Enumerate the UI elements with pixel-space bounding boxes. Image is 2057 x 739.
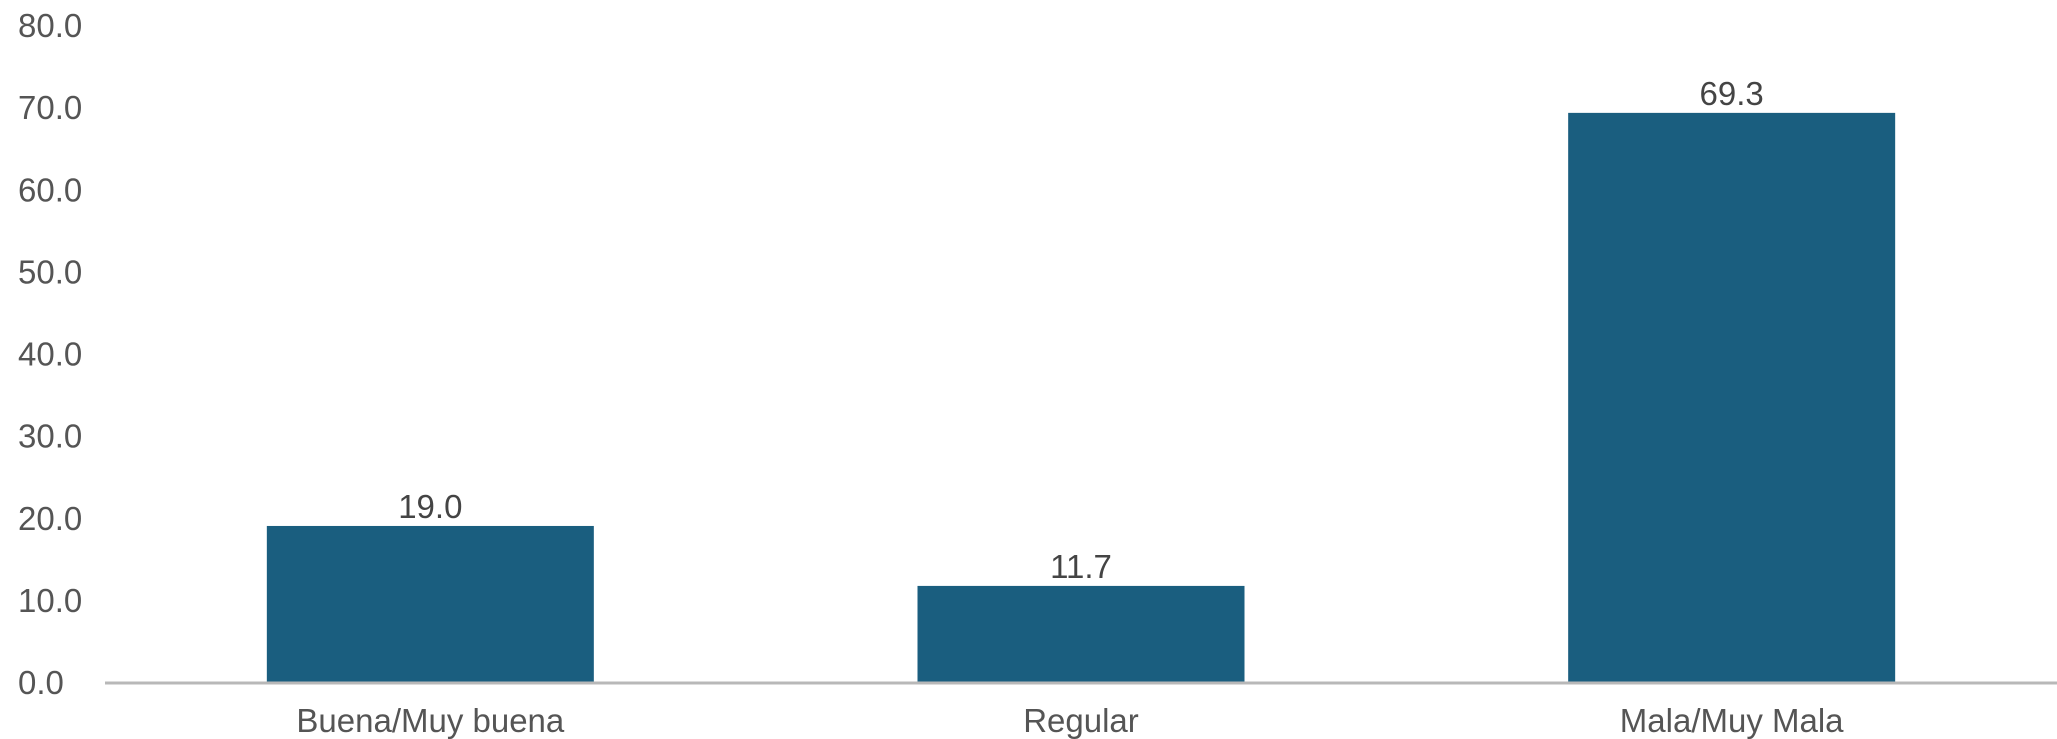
bar-value-label: 69.3	[1700, 75, 1764, 112]
bar	[917, 585, 1245, 682]
x-category-label: Mala/Muy Mala	[1620, 702, 1844, 739]
x-category-label: Buena/Muy buena	[296, 702, 565, 739]
y-tick-label: 0.0	[18, 664, 64, 701]
bar	[1568, 112, 1896, 682]
bars	[266, 112, 1896, 682]
y-tick-label: 80.0	[18, 7, 82, 44]
bar-value-label: 11.7	[1050, 548, 1112, 585]
y-tick-label: 10.0	[18, 582, 82, 619]
y-tick-label: 60.0	[18, 171, 82, 208]
y-tick-label: 20.0	[18, 500, 82, 537]
y-tick-label: 70.0	[18, 89, 82, 126]
y-axis-ticks: 0.0 10.0 20.0 30.0 40.0 50.0 60.0 70.0 80.0	[18, 7, 82, 701]
x-axis-category-labels: Buena/Muy buena Regular Mala/Muy Mala	[296, 702, 1844, 739]
bar	[266, 525, 594, 682]
bar-value-labels: 19.0 11.7 69.3	[398, 75, 1764, 585]
y-tick-label: 40.0	[18, 336, 82, 373]
bar-value-label: 19.0	[398, 488, 462, 525]
x-category-label: Regular	[1023, 702, 1139, 739]
y-tick-label: 50.0	[18, 253, 82, 290]
y-tick-label: 30.0	[18, 418, 82, 455]
